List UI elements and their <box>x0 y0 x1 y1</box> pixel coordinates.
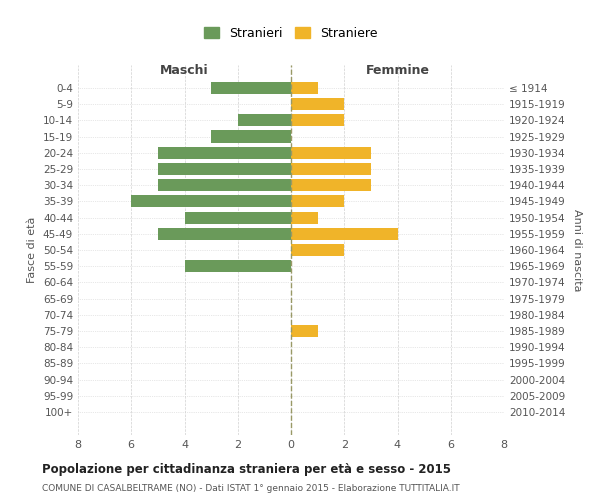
Bar <box>291 98 344 110</box>
Bar <box>291 163 371 175</box>
Bar <box>185 260 291 272</box>
Bar <box>291 82 317 94</box>
Bar <box>211 82 291 94</box>
Bar <box>291 212 317 224</box>
Bar <box>291 228 398 240</box>
Text: Maschi: Maschi <box>160 64 209 76</box>
Bar <box>158 146 291 159</box>
Bar <box>158 163 291 175</box>
Text: Femmine: Femmine <box>365 64 430 76</box>
Bar <box>291 179 371 191</box>
Y-axis label: Fasce di età: Fasce di età <box>28 217 37 283</box>
Bar <box>291 196 344 207</box>
Legend: Stranieri, Straniere: Stranieri, Straniere <box>204 27 378 40</box>
Bar <box>211 130 291 142</box>
Bar <box>291 146 371 159</box>
Text: COMUNE DI CASALBELTRAME (NO) - Dati ISTAT 1° gennaio 2015 - Elaborazione TUTTITA: COMUNE DI CASALBELTRAME (NO) - Dati ISTA… <box>42 484 460 493</box>
Bar <box>291 325 317 337</box>
Bar <box>185 212 291 224</box>
Bar <box>291 244 344 256</box>
Bar <box>131 196 291 207</box>
Text: Popolazione per cittadinanza straniera per età e sesso - 2015: Popolazione per cittadinanza straniera p… <box>42 462 451 475</box>
Bar <box>291 114 344 126</box>
Y-axis label: Anni di nascita: Anni di nascita <box>572 209 582 291</box>
Bar <box>158 228 291 240</box>
Bar <box>158 179 291 191</box>
Bar <box>238 114 291 126</box>
